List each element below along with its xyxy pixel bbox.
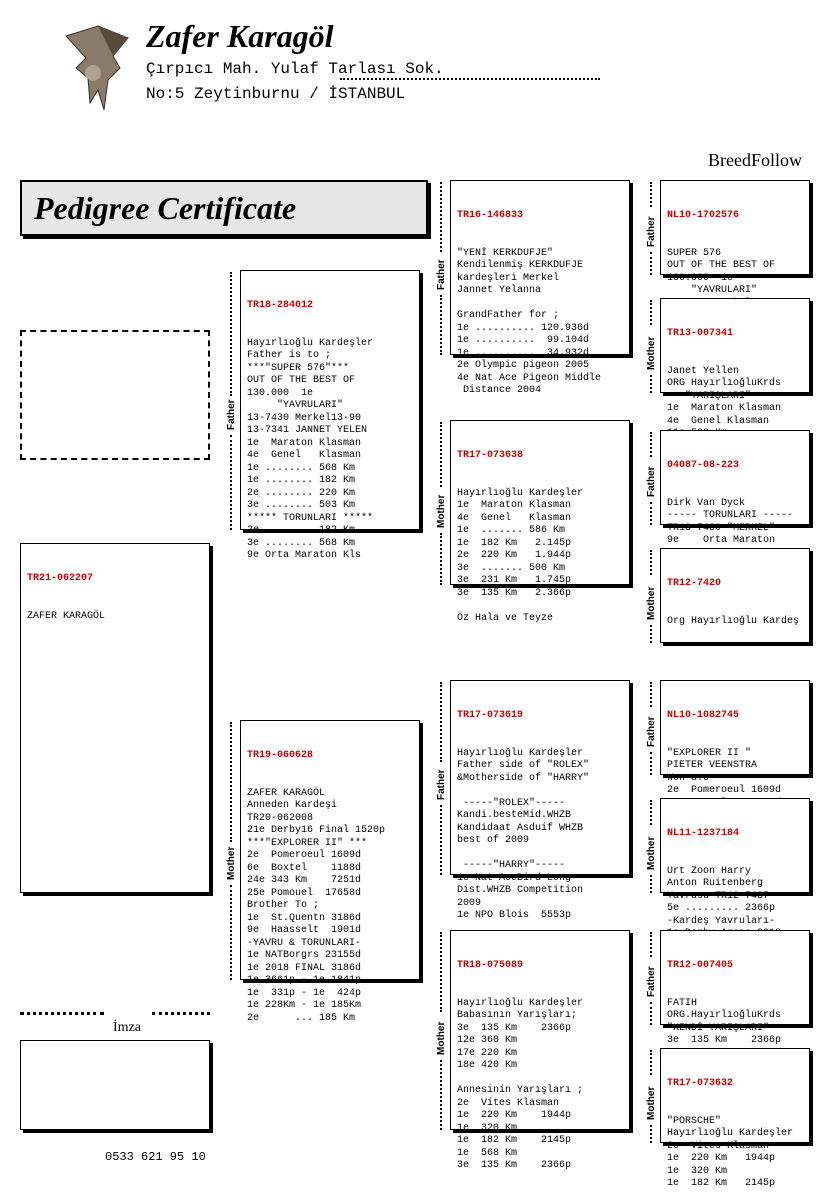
fmf-dots-bottom [650,502,652,525]
mf-ring: TR17-073619 [457,710,623,723]
mmm-label: Mother [646,1087,657,1120]
father-body: Hayırlıoğlu Kardeşler Father is to ; ***… [247,338,413,563]
certificate-title: Pedigree Certificate [20,180,428,236]
mother-dots-top [230,722,232,842]
mmf-ring: TR12-007405 [667,960,803,973]
address-line2: No:5 Zeytinburnu / İSTANBUL [146,84,444,105]
fmm-body: Org Hayırlıoğlu Kardeş [667,616,803,679]
mother-label: Mother [226,847,237,880]
mf-dots-bottom [440,805,442,875]
fmf-box: 04087-08-223 Dirk Van Dyck ----- TORUNLA… [660,430,810,525]
mfm-label: Mother [646,837,657,870]
phone-number: 0533 621 95 10 [105,1150,206,1164]
mother-dots-bottom [230,885,232,980]
fmm-box: TR12-7420 Org Hayırlıoğlu Kardeş [660,548,810,643]
photo-placeholder [20,330,210,460]
mm-ring: TR18-075089 [457,960,623,973]
mf-box: TR17-073619 Hayırlıoğlu Kardeşler Father… [450,680,630,875]
father-box: TR18-284012 Hayırlıoğlu Kardeşler Father… [240,270,420,530]
mff-label: Father [646,716,657,747]
mfm-box: NL11-1237184 Urt Zoon Harry Anton Ruiten… [660,798,810,893]
ff-dots-top [440,182,442,252]
mff-box: NL10-1082745 "EXPLORER II " PIETER VEENS… [660,680,810,775]
mmm-box: TR17-073632 "PORSCHE" Hayırlıoğlu Kardeş… [660,1048,810,1143]
fm-box: TR17-073638 Hayırlıoğlu Kardeşler 1e Mar… [450,420,630,585]
mf-label: Father [436,769,447,800]
father-dots-top [230,272,232,396]
pigeon-logo [58,18,138,123]
subject-ring: TR21-062207 [27,573,203,586]
ff-ring: TR16-146833 [457,210,623,223]
mmm-ring: TR17-073632 [667,1078,803,1091]
fm-ring: TR17-073638 [457,450,623,463]
mother-body: ZAFER KARAGÖL Anneden Kardeşi TR20-06200… [247,788,413,1026]
fmf-ring: 04087-08-223 [667,460,803,473]
fmm-dots-top [650,550,652,575]
mff-ring: NL10-1082745 [667,710,803,723]
fff-box: NL10-1702576 SUPER 576 OUT OF THE BEST O… [660,180,810,275]
imza-label: İmza [113,1020,141,1036]
mfm-dots-top [650,800,652,825]
signature-box [20,1040,210,1130]
breedfollow-label: BreedFollow [708,150,802,171]
fm-dots-bottom [440,533,442,585]
fm-label: Mother [436,495,447,528]
subject-box: TR21-062207 ZAFER KARAGÖL [20,543,210,893]
fmm-dots-bottom [650,625,652,643]
mmf-label: Father [646,966,657,997]
fmm-ring: TR12-7420 [667,578,803,591]
mm-box: TR18-075089 Hayırlıoğlu Kardeşler Babası… [450,930,630,1130]
mother-box: TR19-060628 ZAFER KARAGÖL Anneden Kardeş… [240,720,420,980]
mfm-ring: NL11-1237184 [667,828,803,841]
mm-label: Mother [436,1022,447,1055]
subject-body: ZAFER KARAGÖL [27,611,203,624]
fff-dots-top [650,182,652,207]
owner-name: Zafer Karagöl [146,18,444,55]
ffm-box: TR13-007341 Janet Yellen ORG Hayırlıoğlu… [660,298,810,393]
mmm-dots-bottom [650,1125,652,1143]
father-dots-bottom [230,435,232,530]
address-line1: Çırpıcı Mah. Yulaf Tarlası Sok. [146,59,444,80]
header-dots [340,78,600,80]
mmm-dots-top [650,1050,652,1075]
fm-body: Hayırlıoğlu Kardeşler 1e Maraton Klasman… [457,488,623,626]
mm-dots-top [440,932,442,1012]
mmf-dots-top [650,932,652,957]
ffm-dots-top [650,300,652,325]
mm-dots-bottom [440,1060,442,1130]
fmf-label: Father [646,466,657,497]
father-ring: TR18-284012 [247,300,413,313]
mff-dots-bottom [650,752,652,775]
ff-label: Father [436,259,447,290]
imza-dots-right [152,1012,210,1015]
fff-ring: NL10-1702576 [667,210,803,223]
fmf-dots-top [650,432,652,457]
mf-body: Hayırlıoğlu Kardeşler Father side of "RO… [457,748,623,923]
ff-body: "YENİ KERKDUFJE" Kendilenmiş KERKDUFJE k… [457,248,623,398]
ff-dots-bottom [440,295,442,355]
fmm-label: Mother [646,587,657,620]
ff-box: TR16-146833 "YENİ KERKDUFJE" Kendilenmiş… [450,180,630,355]
mmm-body: "PORSCHE" Hayırlıoğlu Kardeşler 2e Vites… [667,1116,803,1191]
mff-dots-top [650,682,652,707]
ffm-label: Mother [646,337,657,370]
mother-ring: TR19-060628 [247,750,413,763]
mmf-dots-bottom [650,1002,652,1025]
fm-dots-top [440,422,442,487]
imza-dots-left [20,1012,104,1015]
fff-dots-bottom [650,252,652,275]
father-label: Father [226,399,237,430]
mmf-box: TR12-007405 FATIH ORG.HayırlıoğluKrds "K… [660,930,810,1025]
ffm-ring: TR13-007341 [667,328,803,341]
fff-label: Father [646,216,657,247]
letterhead: Zafer Karagöl Çırpıcı Mah. Yulaf Tarlası… [58,18,444,123]
mf-dots-top [440,682,442,762]
mm-body: Hayırlıoğlu Kardeşler Babasının Yarışlar… [457,998,623,1173]
ffm-dots-bottom [650,375,652,393]
mfm-dots-bottom [650,875,652,893]
